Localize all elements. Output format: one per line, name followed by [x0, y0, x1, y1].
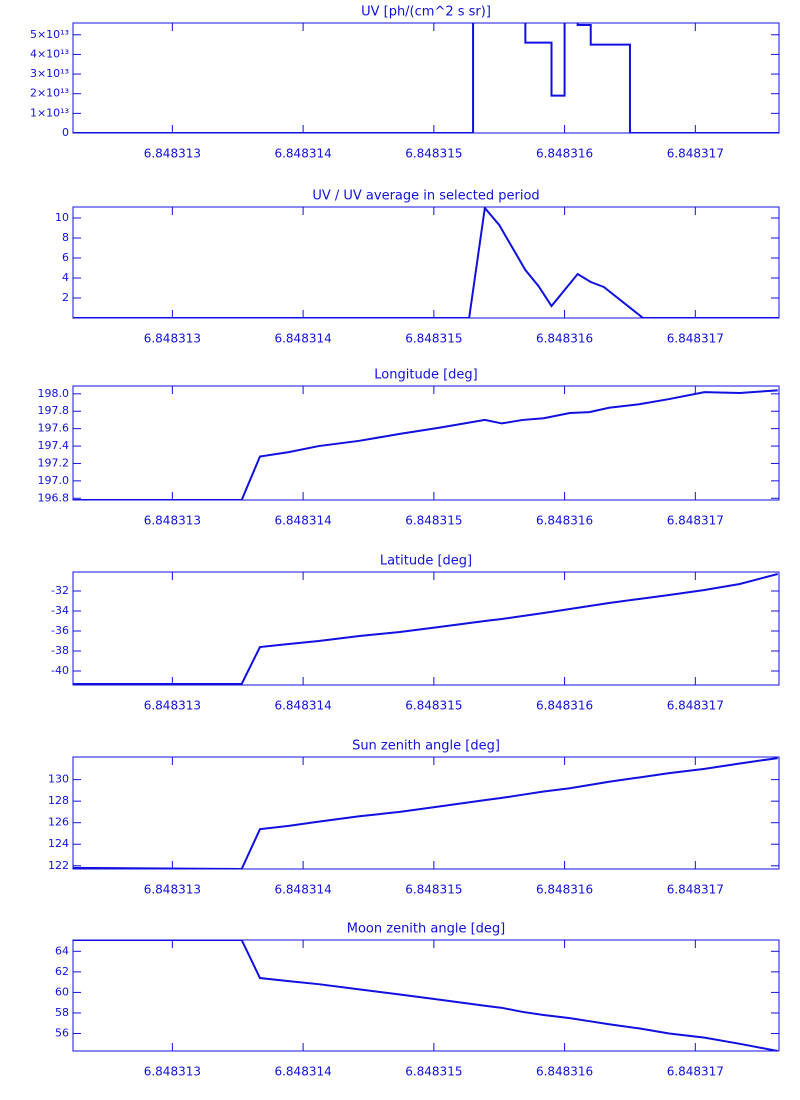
plot-frame — [72, 206, 780, 319]
x-tick-label: 6.848314 — [274, 699, 331, 713]
y-tick-label: -38 — [51, 644, 69, 657]
x-tick-label: 6.848316 — [536, 332, 593, 346]
y-tick-label: 6 — [62, 251, 69, 264]
panel-title: UV / UV average in selected period — [312, 189, 539, 204]
data-line — [73, 207, 779, 318]
y-tick-label: 58 — [55, 1006, 69, 1019]
y-tick-label: 128 — [48, 794, 69, 807]
x-tick-label: 6.848314 — [274, 147, 331, 161]
x-tick-label: 6.848314 — [274, 514, 331, 528]
data-line — [73, 940, 778, 1051]
y-tick-label: 197.4 — [38, 439, 70, 452]
panel-title: Longitude [deg] — [374, 368, 477, 383]
y-tick-label: 2×10¹³ — [30, 87, 69, 100]
data-line — [73, 389, 778, 500]
y-tick-label: -32 — [51, 584, 69, 597]
y-tick-label: 197.8 — [38, 404, 70, 417]
y-tick-label: 2 — [62, 291, 69, 304]
x-tick-label: 6.848315 — [405, 699, 462, 713]
plot-frame — [72, 571, 780, 686]
y-tick-label: -36 — [51, 624, 69, 637]
data-line — [73, 23, 779, 133]
plot-frame — [72, 939, 780, 1052]
x-tick-label: 6.848316 — [536, 699, 593, 713]
plot-frame — [72, 385, 780, 501]
y-tick-label: 130 — [48, 773, 69, 786]
x-tick-label: 6.848316 — [536, 1065, 593, 1079]
x-tick-label: 6.848316 — [536, 147, 593, 161]
plot-frame — [72, 756, 780, 870]
panel-title: UV [ph/(cm^2 s sr)] — [361, 5, 491, 20]
y-tick-label: 197.6 — [38, 422, 70, 435]
plot-frame — [72, 22, 780, 134]
panel-title: Sun zenith angle [deg] — [352, 739, 500, 754]
y-tick-label: -40 — [51, 664, 69, 677]
x-tick-label: 6.848315 — [405, 1065, 462, 1079]
y-tick-label: 124 — [48, 837, 69, 850]
y-tick-label: 197.2 — [38, 456, 70, 469]
y-tick-label: 0 — [62, 126, 69, 139]
y-tick-label: 8 — [62, 231, 69, 244]
panel-title: Latitude [deg] — [380, 554, 472, 569]
x-tick-label: 6.848313 — [144, 147, 201, 161]
x-tick-label: 6.848313 — [144, 332, 201, 346]
x-tick-label: 6.848316 — [536, 883, 593, 897]
x-tick-label: 6.848314 — [274, 883, 331, 897]
x-tick-label: 6.848315 — [405, 883, 462, 897]
y-tick-label: 5×10¹³ — [30, 28, 69, 41]
x-tick-label: 6.848313 — [144, 1065, 201, 1079]
x-tick-label: 6.848315 — [405, 147, 462, 161]
y-tick-label: 10 — [55, 211, 69, 224]
data-line — [73, 757, 778, 869]
x-tick-label: 6.848315 — [405, 514, 462, 528]
y-tick-label: 1×10¹³ — [30, 106, 69, 119]
x-tick-label: 6.848317 — [667, 883, 724, 897]
panel-title: Moon zenith angle [deg] — [347, 922, 505, 937]
y-tick-label: 56 — [55, 1027, 69, 1040]
x-tick-label: 6.848316 — [536, 514, 593, 528]
x-tick-label: 6.848315 — [405, 332, 462, 346]
x-tick-label: 6.848314 — [274, 332, 331, 346]
y-tick-label: 64 — [55, 944, 69, 957]
x-tick-label: 6.848313 — [144, 699, 201, 713]
x-tick-label: 6.848313 — [144, 883, 201, 897]
x-tick-label: 6.848317 — [667, 147, 724, 161]
x-tick-label: 6.848313 — [144, 514, 201, 528]
y-tick-label: 198.0 — [38, 387, 70, 400]
x-tick-label: 6.848317 — [667, 1065, 724, 1079]
x-tick-label: 6.848317 — [667, 699, 724, 713]
y-tick-label: 196.8 — [38, 491, 70, 504]
x-tick-label: 6.848317 — [667, 332, 724, 346]
y-tick-label: -34 — [51, 604, 69, 617]
x-tick-label: 6.848314 — [274, 1065, 331, 1079]
y-tick-label: 122 — [48, 859, 69, 872]
y-tick-label: 60 — [55, 985, 69, 998]
y-tick-label: 62 — [55, 965, 69, 978]
y-tick-label: 197.0 — [38, 474, 70, 487]
y-tick-label: 126 — [48, 816, 69, 829]
y-tick-label: 4×10¹³ — [30, 47, 69, 60]
y-tick-label: 3×10¹³ — [30, 67, 69, 80]
y-tick-label: 4 — [62, 271, 69, 284]
x-tick-label: 6.848317 — [667, 514, 724, 528]
data-line — [73, 573, 778, 685]
